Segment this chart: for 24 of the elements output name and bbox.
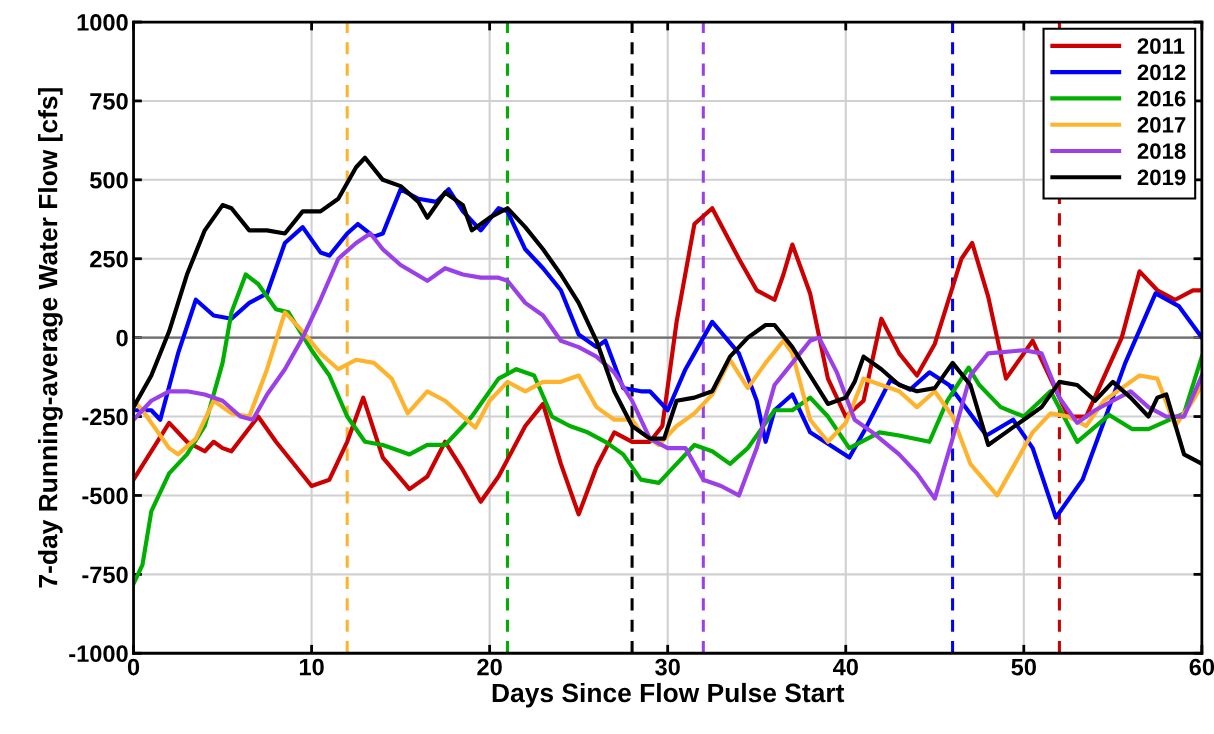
y-tick-label: 750	[90, 92, 128, 110]
x-tick-label: 10	[299, 658, 324, 676]
legend-label: 2017	[1137, 116, 1186, 133]
x-tick-label: 60	[1189, 658, 1214, 676]
x-tick-label: 40	[832, 658, 858, 676]
y-tick-label: -1000	[69, 645, 128, 663]
legend-label: 2019	[1137, 169, 1186, 186]
legend-label: 2018	[1137, 143, 1186, 159]
x-tick-label: 20	[477, 658, 502, 676]
legend-label: 2012	[1137, 64, 1186, 81]
legend-label: 2011	[1137, 38, 1185, 54]
x-tick-label: 30	[655, 658, 680, 676]
y-tick-label: 500	[90, 171, 128, 189]
y-tick-label: 1000	[77, 14, 128, 31]
x-tick-label: 0	[127, 658, 140, 676]
y-tick-label: 0	[116, 329, 128, 347]
legend-label: 2016	[1137, 90, 1186, 107]
x-tick-label: 50	[1011, 658, 1036, 676]
y-axis-title: 7-day Running-average Water Flow [cfs]	[38, 88, 63, 588]
y-tick-label: 250	[90, 250, 128, 268]
y-tick-label: -750	[82, 566, 128, 584]
y-tick-label: -500	[82, 487, 128, 505]
x-axis-title: Days Since Flow Pulse Start	[492, 682, 845, 708]
y-tick-label: -250	[82, 408, 128, 426]
